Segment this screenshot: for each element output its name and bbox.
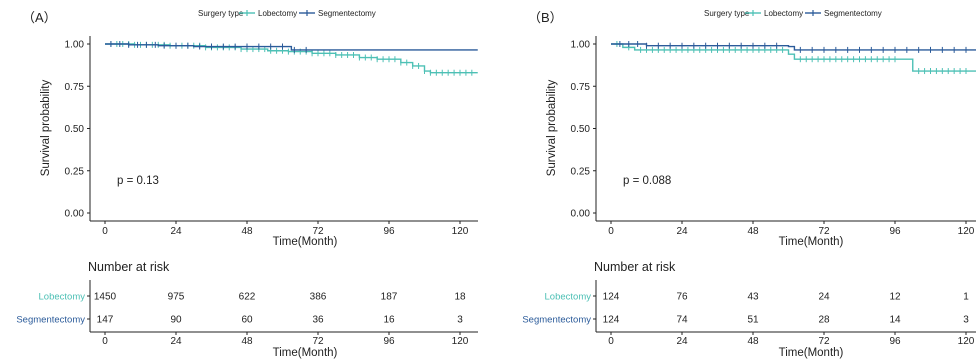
risk-table-x-title: Time(Month) xyxy=(273,347,338,359)
x-axis-title: Time(Month) xyxy=(273,236,338,248)
survival-curve-segmentectomy xyxy=(611,43,976,51)
x-tick-label: 120 xyxy=(452,226,469,237)
risk-row-label-lobectomy: Lobectomy xyxy=(39,292,86,303)
risk-count: 51 xyxy=(747,315,759,326)
x-tick-label: 72 xyxy=(818,226,830,237)
x-tick-label: 24 xyxy=(170,226,182,237)
legend-label-segmentectomy: Segmentectomy xyxy=(824,9,882,18)
legend-label-lobectomy: Lobectomy xyxy=(764,9,803,18)
risk-count: 622 xyxy=(239,292,256,303)
x-tick-label: 0 xyxy=(608,226,614,237)
y-tick-label: 0.00 xyxy=(65,209,85,220)
risk-count: 147 xyxy=(97,315,114,326)
risk-count: 386 xyxy=(310,292,327,303)
risk-x-tick-label: 48 xyxy=(241,336,253,347)
risk-count: 60 xyxy=(241,315,253,326)
risk-count: 24 xyxy=(818,292,830,303)
risk-count: 975 xyxy=(168,292,185,303)
risk-x-tick-label: 0 xyxy=(102,336,108,347)
risk-x-tick-label: 72 xyxy=(312,336,324,347)
survival-curve-lobectomy xyxy=(611,43,976,72)
risk-count: 74 xyxy=(676,315,688,326)
risk-count: 18 xyxy=(454,292,466,303)
x-tick-label: 48 xyxy=(241,226,253,237)
risk-count: 3 xyxy=(963,315,969,326)
risk-table-title: Number at risk xyxy=(594,260,676,274)
y-axis-title: Survival probability xyxy=(40,79,52,176)
x-tick-label: 0 xyxy=(102,226,108,237)
legend-title: Surgery type xyxy=(704,9,750,18)
y-tick-label: 0.50 xyxy=(65,124,85,135)
risk-x-tick-label: 96 xyxy=(889,336,901,347)
y-tick-label: 0.75 xyxy=(65,82,85,93)
risk-row-label-segmentectomy: Segmentectomy xyxy=(16,315,85,326)
y-tick-label: 0.75 xyxy=(571,82,591,93)
risk-count: 43 xyxy=(747,292,759,303)
risk-count: 1450 xyxy=(94,292,117,303)
y-tick-label: 0.50 xyxy=(571,124,591,135)
risk-x-tick-label: 96 xyxy=(383,336,395,347)
panel-label: （B） xyxy=(528,10,563,25)
legend-label-lobectomy: Lobectomy xyxy=(258,9,297,18)
risk-table-title: Number at risk xyxy=(88,260,170,274)
y-tick-label: 0.25 xyxy=(571,166,591,177)
y-tick-label: 0.25 xyxy=(65,166,85,177)
risk-row-label-segmentectomy: Segmentectomy xyxy=(522,315,591,326)
y-axis-title: Survival probability xyxy=(546,79,558,176)
risk-count: 3 xyxy=(457,315,463,326)
x-tick-label: 120 xyxy=(958,226,975,237)
y-tick-label: 1.00 xyxy=(65,40,85,51)
risk-row-label-lobectomy: Lobectomy xyxy=(545,292,592,303)
risk-count: 16 xyxy=(383,315,395,326)
risk-count: 187 xyxy=(381,292,398,303)
x-tick-label: 96 xyxy=(889,226,901,237)
y-tick-label: 0.00 xyxy=(571,209,591,220)
x-tick-label: 24 xyxy=(676,226,688,237)
risk-count: 14 xyxy=(889,315,901,326)
risk-count: 124 xyxy=(603,292,620,303)
risk-count: 1 xyxy=(963,292,969,303)
p-value-annotation: p = 0.13 xyxy=(117,175,159,187)
risk-x-tick-label: 72 xyxy=(818,336,830,347)
x-axis-title: Time(Month) xyxy=(779,236,844,248)
risk-count: 12 xyxy=(889,292,901,303)
risk-count: 124 xyxy=(603,315,620,326)
risk-x-tick-label: 120 xyxy=(958,336,975,347)
risk-count: 76 xyxy=(676,292,688,303)
risk-x-tick-label: 24 xyxy=(676,336,688,347)
panel-label: （A） xyxy=(22,10,57,25)
risk-table-x-title: Time(Month) xyxy=(779,347,844,359)
risk-x-tick-label: 0 xyxy=(608,336,614,347)
y-tick-label: 1.00 xyxy=(571,40,591,51)
risk-count: 90 xyxy=(170,315,182,326)
p-value-annotation: p = 0.088 xyxy=(623,175,671,187)
x-tick-label: 72 xyxy=(312,226,324,237)
risk-count: 28 xyxy=(818,315,830,326)
x-tick-label: 48 xyxy=(747,226,759,237)
risk-x-tick-label: 48 xyxy=(747,336,759,347)
risk-x-tick-label: 120 xyxy=(452,336,469,347)
risk-x-tick-label: 24 xyxy=(170,336,182,347)
legend-label-segmentectomy: Segmentectomy xyxy=(318,9,376,18)
x-tick-label: 96 xyxy=(383,226,395,237)
legend-title: Surgery type xyxy=(198,9,244,18)
risk-count: 36 xyxy=(312,315,324,326)
